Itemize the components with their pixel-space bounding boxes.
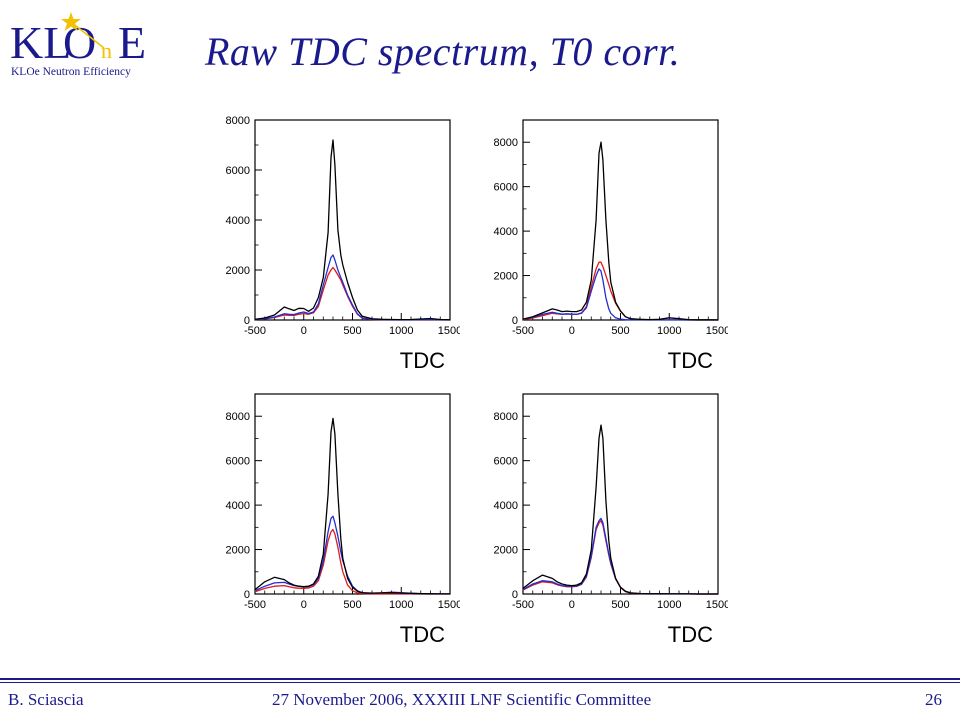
series-line-black (522, 424, 718, 595)
star-icon (61, 12, 105, 49)
x-tick-label: 1000 (657, 599, 681, 611)
x-tick-label: -500 (244, 599, 266, 611)
slide-title: Raw TDC spectrum, T0 corr. (205, 29, 681, 74)
x-tick-label: 1500 (706, 325, 728, 337)
kloe-logo: KL O n E KLOe Neutron Efficiency (10, 12, 146, 78)
x-tick-label: 500 (611, 599, 629, 611)
y-tick-label: 2000 (226, 265, 250, 277)
x-axis-label: TDC (400, 348, 445, 373)
series-line-black (254, 417, 450, 595)
x-axis-label: TDC (668, 622, 713, 647)
footer-page-number: 26 (925, 690, 942, 709)
footer-rule-bottom (0, 682, 960, 683)
x-tick-label: 500 (611, 325, 629, 337)
logo-letters-kl: KL (10, 17, 71, 68)
y-tick-label: 6000 (226, 165, 250, 177)
x-tick-label: 1000 (389, 599, 413, 611)
x-axis-label: TDC (400, 622, 445, 647)
y-tick-label: 0 (244, 589, 250, 601)
y-tick-label: 0 (244, 315, 250, 327)
x-tick-label: -500 (512, 325, 534, 337)
x-tick-label: 1000 (657, 325, 681, 337)
logo-letter-n: n (101, 38, 112, 63)
x-tick-label: 1000 (389, 325, 413, 337)
y-tick-label: 8000 (494, 411, 518, 423)
plot-frame (522, 393, 719, 595)
series-line-red (522, 520, 718, 595)
y-tick-label: 6000 (226, 456, 250, 468)
y-tick-label: 2000 (226, 545, 250, 557)
plot-frame (254, 119, 451, 321)
y-tick-label: 2000 (494, 545, 518, 557)
x-tick-label: 1500 (438, 325, 460, 337)
x-tick-label: 0 (569, 325, 575, 337)
y-tick-label: 4000 (226, 500, 250, 512)
y-tick-label: 8000 (226, 411, 250, 423)
x-axis-label: TDC (668, 348, 713, 373)
y-tick-label: 6000 (494, 182, 518, 194)
x-tick-label: 0 (301, 325, 307, 337)
footer-event: 27 November 2006, XXXIII LNF Scientific … (272, 690, 652, 709)
plot-frame (522, 119, 719, 321)
y-tick-label: 8000 (494, 137, 518, 149)
x-tick-label: 1500 (706, 599, 728, 611)
y-tick-label: 8000 (226, 115, 250, 127)
y-tick-label: 4000 (494, 226, 518, 238)
series-line-red (254, 528, 450, 595)
plot-frame (254, 393, 451, 595)
logo-subtitle: KLOe Neutron Efficiency (11, 66, 131, 78)
series-line-blue (254, 254, 451, 321)
series-line-blue (522, 268, 718, 321)
series-line-red (254, 266, 451, 321)
y-tick-label: 4000 (226, 215, 250, 227)
x-tick-label: 1500 (438, 599, 460, 611)
footer-author: B. Sciascia (8, 690, 84, 709)
series-line-black (254, 139, 451, 321)
y-tick-label: 0 (512, 589, 518, 601)
logo-letter-e: E (118, 17, 146, 68)
x-tick-label: 0 (569, 599, 575, 611)
y-tick-label: 4000 (494, 500, 518, 512)
footer-rule-top (0, 678, 960, 680)
y-tick-label: 2000 (494, 271, 518, 283)
x-tick-label: -500 (512, 599, 534, 611)
x-tick-label: -500 (244, 325, 266, 337)
y-tick-label: 0 (512, 315, 518, 327)
series-line-blue (254, 515, 450, 595)
y-tick-label: 6000 (494, 456, 518, 468)
x-tick-label: 500 (343, 599, 361, 611)
x-tick-label: 500 (343, 325, 361, 337)
series-line-black (522, 141, 719, 321)
x-tick-label: 0 (301, 599, 307, 611)
